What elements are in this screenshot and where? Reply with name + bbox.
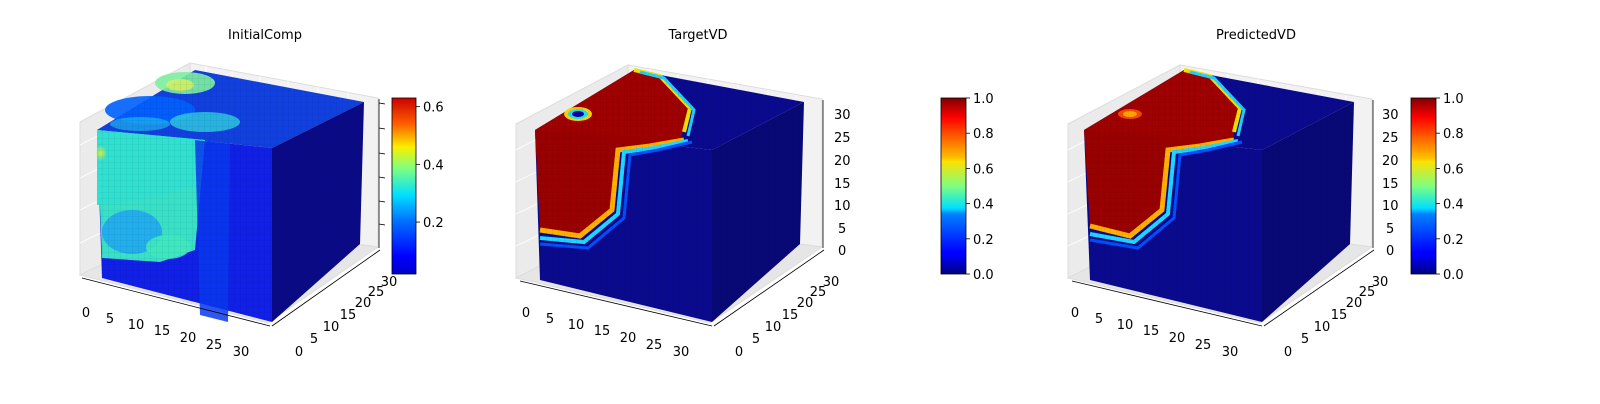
panel-title: InitialComp	[228, 28, 302, 43]
colorbar-tick-label: 0.4	[1443, 198, 1464, 213]
x-tick-label: 5	[546, 312, 554, 327]
z-tick-label: 10	[834, 199, 851, 214]
x-tick-label: 0	[1071, 306, 1079, 321]
x-tick-label: 15	[154, 324, 171, 339]
z-tick-label: 30	[1382, 108, 1399, 123]
y-tick-label: 30	[1372, 275, 1389, 290]
y-tick-label: 15	[1331, 308, 1348, 323]
colorbar-tick-label: 0.8	[1443, 127, 1464, 142]
y-tick-label: 0	[295, 345, 303, 360]
z-tick-label: 25	[1382, 131, 1399, 146]
z-tick-label: 20	[1382, 154, 1399, 169]
y-tick-label: 25	[810, 285, 827, 300]
colorbar-tick-label: 0.2	[973, 233, 994, 248]
colorbar-tick-label: 0.0	[973, 268, 994, 283]
colorbar-tick-label: 1.0	[973, 92, 994, 107]
panel-initialcomp: InitialComp	[78, 28, 444, 360]
y-tick-label: 25	[368, 285, 385, 300]
x-tick-label: 30	[1222, 345, 1239, 360]
colorbar-tick-label: 0.6	[423, 101, 444, 116]
z-tick-label: 20	[834, 154, 851, 169]
colorbar-tick-label: 0.6	[1443, 162, 1464, 177]
x-tick-label: 10	[128, 318, 145, 333]
colorbar-tick-label: 1.0	[1443, 92, 1464, 107]
x-tick-label: 20	[1169, 331, 1186, 346]
panel-title: TargetVD	[667, 28, 727, 43]
z-tick-label: 0	[838, 244, 846, 259]
panel-targetvd: TargetVD	[514, 28, 994, 360]
panel-title: PredictedVD	[1216, 28, 1296, 43]
x-tick-label: 20	[180, 331, 197, 346]
y-axis: 0 5 10 15 20 25 30	[713, 249, 840, 360]
y-tick-label: 5	[1301, 332, 1309, 347]
y-tick-label: 30	[381, 275, 398, 290]
colorbar: 0.2 0.4 0.6	[391, 97, 444, 275]
x-tick-label: 25	[646, 338, 663, 353]
x-tick-label: 10	[568, 318, 585, 333]
x-axis: 0 5 10 15 20 25 30	[519, 280, 713, 360]
y-axis: 0 5 10 15 20 25 30	[271, 249, 398, 360]
x-axis: 0 5 10 15 20 25 30	[82, 277, 271, 360]
y-tick-label: 10	[765, 320, 782, 335]
x-tick-label: 5	[1095, 312, 1103, 327]
y-tick-label: 20	[1346, 296, 1363, 311]
z-tick-label: 5	[1386, 222, 1394, 237]
x-tick-label: 30	[673, 345, 690, 360]
colorbar: 0.0 0.2 0.4 0.6 0.8 1.0	[1410, 92, 1464, 283]
voxel-cube	[1084, 68, 1354, 322]
x-tick-label: 0	[82, 306, 90, 321]
x-tick-label: 10	[1117, 318, 1134, 333]
y-tick-label: 15	[340, 308, 357, 323]
z-axis: 0 5 10 15 20 25 30	[1372, 100, 1399, 259]
z-tick-label: 0	[1386, 244, 1394, 259]
x-tick-label: 25	[206, 338, 223, 353]
x-tick-label: 15	[1143, 324, 1160, 339]
x-tick-label: 0	[522, 306, 530, 321]
voxel-cube	[95, 70, 364, 322]
x-tick-label: 30	[233, 345, 250, 360]
y-tick-label: 5	[310, 332, 318, 347]
y-axis: 0 5 10 15 20 25 30	[1263, 249, 1389, 360]
y-tick-label: 0	[735, 345, 743, 360]
x-tick-label: 5	[106, 312, 114, 327]
x-tick-label: 20	[620, 331, 637, 346]
z-tick-label: 5	[838, 222, 846, 237]
y-tick-label: 10	[1314, 320, 1331, 335]
y-tick-label: 15	[782, 308, 799, 323]
z-tick-label: 30	[834, 108, 851, 123]
colorbar: 0.0 0.2 0.4 0.6 0.8 1.0	[940, 92, 994, 283]
y-tick-label: 5	[752, 332, 760, 347]
z-tick-label: 15	[1382, 177, 1399, 192]
z-tick-label: 15	[834, 177, 851, 192]
z-tick-label: 10	[1382, 199, 1399, 214]
colorbar-tick-label: 0.2	[423, 216, 444, 231]
colorbar-tick-label: 0.2	[1443, 233, 1464, 248]
y-tick-label: 30	[823, 275, 840, 290]
colorbar-tick-label: 0.6	[973, 162, 994, 177]
voxel-cube	[535, 68, 804, 322]
x-axis: 0 5 10 15 20 25 30	[1071, 280, 1263, 360]
y-tick-label: 20	[355, 296, 372, 311]
z-tick-label: 25	[834, 131, 851, 146]
z-axis	[378, 99, 386, 248]
panel-predictedvd: PredictedVD	[1066, 28, 1464, 360]
colorbar-tick-label: 0.8	[973, 127, 994, 142]
y-tick-label: 10	[323, 320, 340, 335]
colorbar-tick-label: 0.4	[973, 198, 994, 213]
y-tick-label: 0	[1284, 345, 1292, 360]
z-axis: 0 5 10 15 20 25 30	[822, 100, 851, 259]
colorbar-tick-label: 0.0	[1443, 268, 1464, 283]
y-tick-label: 20	[797, 296, 814, 311]
colorbar-tick-label: 0.4	[423, 158, 444, 173]
x-tick-label: 15	[594, 324, 611, 339]
y-tick-label: 25	[1359, 285, 1376, 300]
x-tick-label: 25	[1195, 338, 1212, 353]
